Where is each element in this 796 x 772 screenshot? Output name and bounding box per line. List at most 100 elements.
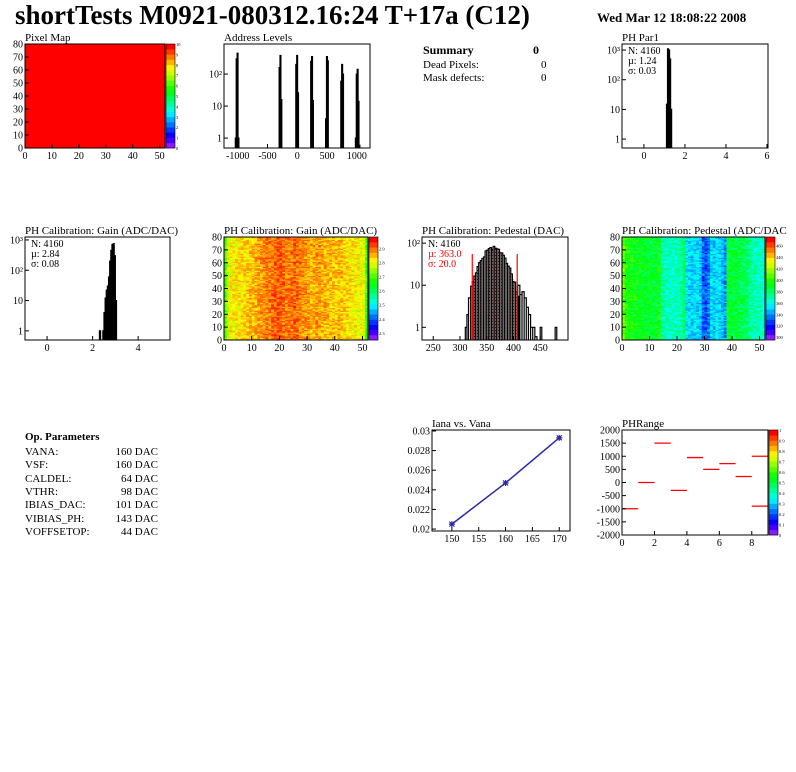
heatmap-cell bbox=[224, 264, 228, 266]
heatmap-cell bbox=[235, 242, 239, 244]
heatmap-cell bbox=[356, 310, 360, 312]
heatmap-cell bbox=[337, 282, 341, 284]
heatmap-cell bbox=[265, 280, 269, 283]
heatmap-cell bbox=[622, 240, 626, 243]
heatmap-cell bbox=[298, 325, 302, 328]
heatmap-cell bbox=[323, 323, 327, 325]
heatmap-cell bbox=[348, 337, 352, 340]
heatmap-cell bbox=[246, 287, 250, 289]
heatmap-cell bbox=[348, 314, 352, 316]
heatmap-cell bbox=[226, 291, 230, 293]
heatmap-cell bbox=[262, 321, 266, 324]
heatmap-cell bbox=[273, 316, 277, 319]
heatmap-cell bbox=[273, 309, 277, 311]
heatmap-cell bbox=[343, 294, 347, 297]
palette-swatch bbox=[166, 101, 175, 107]
heatmap-cell bbox=[323, 246, 327, 248]
heatmap-cell bbox=[340, 246, 344, 248]
heatmap-cell bbox=[260, 255, 264, 257]
heatmap-cell bbox=[248, 314, 252, 316]
heatmap-cell bbox=[232, 261, 236, 264]
heatmap-cell bbox=[359, 285, 363, 288]
heatmap-cell bbox=[290, 243, 294, 246]
heatmap-cell bbox=[312, 316, 316, 319]
heatmap-cell bbox=[304, 266, 308, 269]
heatmap-cell bbox=[323, 294, 327, 297]
heatmap-cell bbox=[262, 284, 266, 287]
heatmap-cell bbox=[290, 265, 294, 267]
heatmap-cell bbox=[627, 319, 631, 321]
heatmap-cell bbox=[265, 310, 269, 312]
heatmap-cell bbox=[251, 332, 255, 334]
heatmap-cell bbox=[248, 239, 252, 242]
heatmap-cell bbox=[354, 300, 358, 302]
heatmap-cell bbox=[362, 333, 366, 336]
heatmap-cell bbox=[235, 279, 239, 282]
heatmap-cell bbox=[296, 275, 300, 278]
heatmap-cell bbox=[337, 315, 341, 318]
heatmap-cell bbox=[237, 280, 241, 283]
heatmap-cell bbox=[351, 330, 355, 333]
heatmap-cell bbox=[240, 261, 244, 264]
heatmap-cell bbox=[351, 291, 355, 293]
heatmap-cell bbox=[293, 305, 297, 307]
heatmap-cell bbox=[257, 311, 261, 314]
heatmap-cell bbox=[326, 328, 330, 330]
heatmap-cell bbox=[638, 246, 642, 248]
heatmap-cell bbox=[240, 333, 244, 336]
heatmap-cell bbox=[309, 264, 313, 266]
heatmap-cell bbox=[243, 316, 247, 319]
heatmap-cell bbox=[351, 316, 355, 319]
heatmap-cell bbox=[248, 242, 252, 244]
heatmap-cell bbox=[268, 242, 272, 244]
heatmap-cell bbox=[315, 279, 319, 282]
heatmap-cell bbox=[276, 297, 280, 300]
heatmap-cell bbox=[254, 271, 258, 274]
heatmap-cell bbox=[337, 258, 341, 261]
heatmap-cell bbox=[243, 275, 247, 278]
heatmap-cell bbox=[282, 301, 286, 303]
heatmap-cell bbox=[265, 258, 269, 261]
heatmap-cell bbox=[365, 291, 369, 293]
heatmap-cell bbox=[622, 283, 626, 285]
heatmap-cell bbox=[268, 275, 272, 278]
heatmap-cell bbox=[226, 270, 230, 273]
heatmap-cell bbox=[224, 293, 228, 296]
heatmap-cell bbox=[293, 276, 297, 279]
heatmap-cell bbox=[635, 303, 639, 306]
heatmap-cell bbox=[232, 293, 236, 296]
heatmap-cell bbox=[301, 252, 305, 255]
heatmap-cell bbox=[312, 327, 316, 329]
heatmap-cell bbox=[318, 257, 322, 260]
heatmap-cell bbox=[315, 316, 319, 319]
heatmap-cell bbox=[362, 311, 366, 314]
heatmap-cell bbox=[638, 324, 642, 327]
heatmap-cell bbox=[359, 334, 363, 337]
heatmap-cell bbox=[290, 336, 294, 338]
heatmap-cell bbox=[354, 294, 358, 297]
heatmap-cell bbox=[318, 239, 322, 242]
heatmap-cell bbox=[260, 249, 264, 252]
heatmap-cell bbox=[246, 294, 250, 297]
heatmap-cell bbox=[273, 303, 277, 306]
heatmap-cell bbox=[362, 310, 366, 312]
heatmap-cell bbox=[356, 287, 360, 289]
heatmap-cell bbox=[326, 279, 330, 282]
heatmap-cell bbox=[320, 305, 324, 307]
heatmap-cell bbox=[262, 309, 266, 311]
heatmap-cell bbox=[309, 283, 313, 285]
heatmap-cell bbox=[257, 276, 261, 279]
heatmap-cell bbox=[343, 284, 347, 287]
heatmap-cell bbox=[624, 314, 628, 316]
heatmap-cell bbox=[343, 318, 347, 320]
heatmap-cell bbox=[254, 280, 258, 283]
heatmap-cell bbox=[279, 303, 283, 306]
heatmap-cell bbox=[633, 252, 637, 255]
heatmap-cell bbox=[265, 300, 269, 302]
heatmap-cell bbox=[329, 247, 333, 249]
heatmap-cell bbox=[633, 266, 637, 269]
heatmap-cell bbox=[633, 283, 637, 285]
heatmap-cell bbox=[243, 324, 247, 327]
heatmap-cell bbox=[638, 315, 642, 318]
heatmap-cell bbox=[309, 307, 313, 310]
